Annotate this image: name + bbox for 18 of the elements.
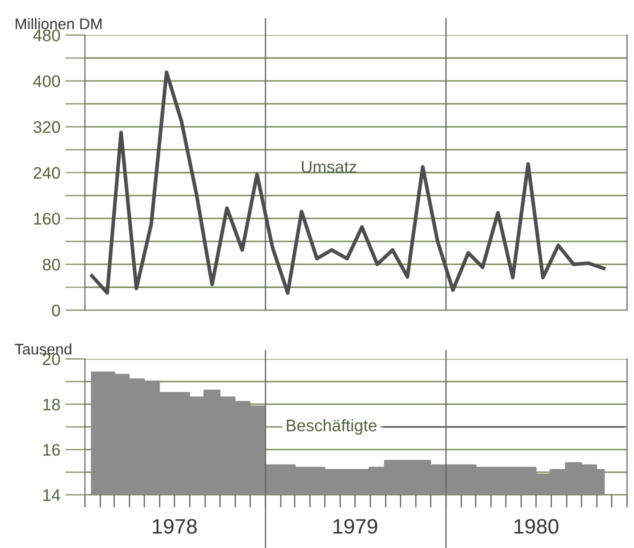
x-tick-label: 1980 (514, 519, 558, 534)
text: Umsatz (302, 161, 356, 173)
x-tick-label: 1979 (333, 519, 378, 534)
y-tick-label: 0 (52, 304, 60, 316)
y-tick-label: 14 (43, 489, 60, 501)
y-tick-label: 320 (33, 121, 60, 133)
y-tick-label: 80 (42, 258, 60, 271)
x-tick-label: 1978 (152, 519, 197, 534)
y-axis-title: Tausend (14, 343, 72, 355)
y-tick-label: 400 (33, 75, 60, 88)
y-tick-label: 16 (43, 444, 60, 456)
y-axis-title: Millionen DM (16, 18, 102, 30)
y-tick-label: 480 (33, 29, 60, 42)
y-tick-label: 240 (34, 167, 60, 179)
y-tick-label: 160 (34, 212, 60, 225)
y-tick-label: 20 (42, 353, 60, 366)
series-label: Beschäftigte (286, 419, 377, 435)
y-tick-label: 18 (43, 398, 60, 410)
